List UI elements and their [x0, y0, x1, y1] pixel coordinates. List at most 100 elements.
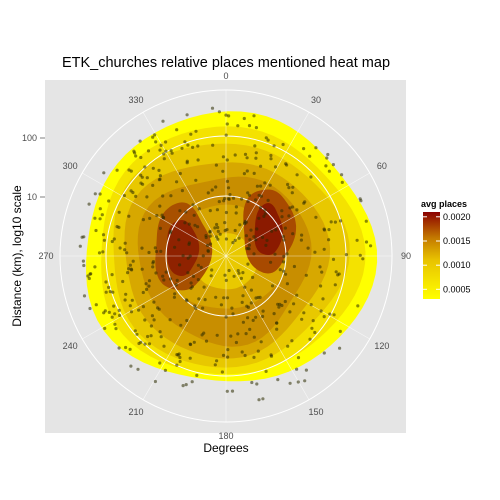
- legend-label: 0.0020: [443, 212, 471, 222]
- data-point: [139, 155, 143, 160]
- data-point: [280, 209, 284, 213]
- data-point: [101, 233, 106, 237]
- data-point: [247, 243, 251, 247]
- data-point: [164, 270, 168, 274]
- data-point: [169, 194, 173, 198]
- data-point: [153, 379, 157, 384]
- data-point: [261, 309, 265, 313]
- data-point: [98, 192, 102, 196]
- data-point: [244, 332, 248, 336]
- data-point: [255, 382, 259, 386]
- data-point: [184, 210, 188, 214]
- data-point: [123, 241, 127, 245]
- data-point: [276, 378, 280, 382]
- data-point: [327, 228, 331, 232]
- data-point: [264, 243, 268, 247]
- angle-tick-180: 180: [218, 431, 233, 441]
- data-point: [251, 318, 255, 322]
- data-point: [254, 296, 258, 300]
- data-point: [226, 355, 230, 359]
- data-point: [241, 294, 245, 298]
- data-point: [211, 143, 215, 147]
- data-point: [141, 218, 145, 222]
- data-point: [251, 275, 255, 279]
- data-point: [268, 183, 272, 187]
- angle-tick-150: 150: [308, 407, 323, 417]
- data-point: [146, 334, 150, 339]
- heat-hotspot-right-core: [254, 203, 283, 255]
- data-point: [254, 126, 258, 130]
- data-point: [238, 223, 242, 227]
- data-point: [192, 213, 196, 217]
- data-point: [246, 305, 250, 309]
- data-point: [186, 256, 190, 260]
- data-point: [333, 220, 337, 224]
- data-point: [287, 214, 291, 218]
- data-point: [136, 367, 140, 371]
- data-point: [259, 184, 263, 188]
- data-point: [151, 265, 155, 269]
- data-point: [259, 164, 263, 168]
- data-point: [185, 159, 189, 163]
- data-point: [253, 144, 257, 148]
- data-point: [192, 340, 196, 344]
- data-point: [213, 363, 217, 367]
- data-point: [159, 249, 163, 253]
- radial-tick-labels: 10 100: [22, 133, 45, 202]
- data-point: [127, 267, 131, 271]
- data-point: [275, 321, 279, 325]
- data-point: [159, 143, 163, 147]
- angle-tick-270: 270: [38, 251, 53, 261]
- data-point: [216, 229, 220, 233]
- data-point: [310, 326, 314, 330]
- data-point: [322, 315, 326, 319]
- data-point: [233, 228, 237, 233]
- data-point: [265, 238, 269, 242]
- data-point: [248, 238, 252, 242]
- data-point: [181, 254, 185, 258]
- data-point: [210, 268, 214, 272]
- data-point: [225, 179, 230, 183]
- data-point: [177, 238, 181, 242]
- data-point: [184, 298, 188, 302]
- legend: avg places 0.0020 0.0015 0.0010 0.0005: [421, 199, 471, 299]
- data-point: [112, 304, 116, 308]
- data-point: [194, 178, 198, 182]
- grid-spoke-300: [82, 172, 227, 257]
- data-point: [175, 180, 179, 184]
- data-point: [295, 367, 299, 371]
- data-point: [304, 273, 308, 277]
- data-point: [332, 313, 336, 317]
- data-point: [263, 212, 267, 216]
- data-point: [158, 148, 162, 152]
- data-point: [111, 290, 115, 294]
- data-point: [143, 342, 147, 346]
- data-point: [102, 171, 106, 175]
- data-point: [270, 284, 275, 288]
- grid-spoke-150: [225, 255, 310, 400]
- data-point: [189, 132, 193, 136]
- data-point: [223, 221, 227, 225]
- data-point: [260, 235, 265, 239]
- data-point: [140, 267, 144, 271]
- data-point: [231, 196, 236, 200]
- data-point: [249, 288, 253, 292]
- data-point: [135, 332, 139, 336]
- data-point: [128, 263, 132, 267]
- data-point: [282, 269, 286, 273]
- grid-spoke-60: [225, 172, 370, 257]
- data-point: [228, 193, 232, 197]
- grid-spoke-330: [142, 112, 227, 257]
- data-point: [175, 128, 179, 132]
- data-point: [252, 355, 256, 359]
- data-point: [246, 316, 250, 320]
- data-point: [282, 254, 286, 258]
- data-point: [115, 168, 119, 172]
- data-point: [194, 129, 198, 133]
- data-point: [186, 143, 190, 147]
- data-point: [364, 219, 368, 223]
- data-point: [302, 311, 306, 315]
- data-point: [333, 283, 337, 287]
- data-point: [239, 276, 243, 280]
- data-point: [237, 236, 241, 240]
